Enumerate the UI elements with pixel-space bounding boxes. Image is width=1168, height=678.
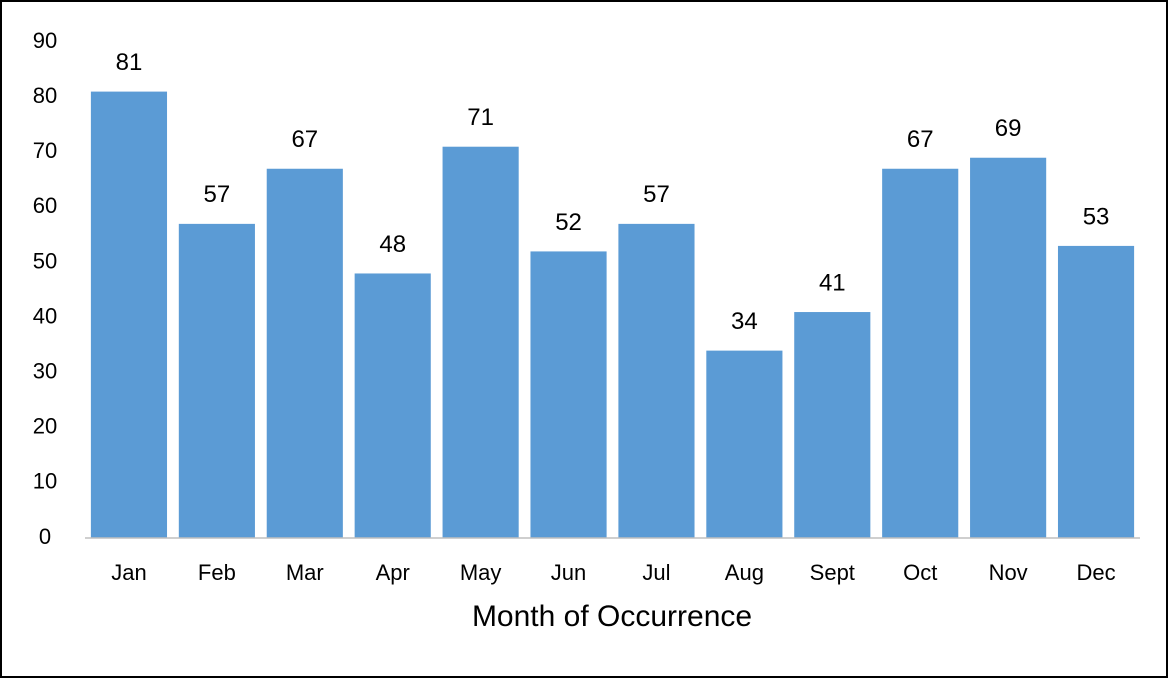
data-label: 81 bbox=[116, 49, 143, 76]
x-tick-label: Jan bbox=[111, 560, 146, 585]
x-tick-label: Jul bbox=[642, 560, 670, 585]
bar bbox=[266, 168, 343, 538]
x-tick-label: Sept bbox=[810, 560, 855, 585]
bar bbox=[618, 223, 695, 538]
bar bbox=[706, 350, 783, 538]
x-tick-label: Dec bbox=[1076, 560, 1115, 585]
bar bbox=[882, 168, 959, 538]
bar bbox=[178, 223, 255, 538]
bar bbox=[794, 312, 871, 538]
x-tick-label: Aug bbox=[725, 560, 764, 585]
y-tick-label: 20 bbox=[33, 414, 57, 439]
y-tick-label: 30 bbox=[33, 358, 57, 383]
y-tick-label: 70 bbox=[33, 138, 57, 163]
y-tick-label: 60 bbox=[33, 193, 57, 218]
x-tick-label: Nov bbox=[989, 560, 1028, 585]
data-label: 48 bbox=[379, 231, 406, 258]
y-tick-label: 50 bbox=[33, 248, 57, 273]
data-label: 34 bbox=[731, 308, 758, 335]
data-label: 57 bbox=[204, 181, 231, 208]
data-label: 41 bbox=[819, 269, 846, 296]
x-axis-title: Month of Occurrence bbox=[472, 600, 752, 633]
y-tick-label: 0 bbox=[39, 524, 51, 549]
bar bbox=[442, 146, 519, 538]
data-label: 71 bbox=[467, 104, 494, 131]
y-tick-label: 90 bbox=[33, 28, 57, 53]
data-label: 69 bbox=[995, 115, 1022, 142]
x-tick-label: Jun bbox=[551, 560, 586, 585]
data-label: 67 bbox=[907, 126, 934, 153]
data-label: 53 bbox=[1083, 203, 1110, 230]
x-tick-label: Feb bbox=[198, 560, 236, 585]
x-tick-label: Apr bbox=[376, 560, 410, 585]
bar bbox=[530, 251, 607, 538]
x-tick-label: Mar bbox=[286, 560, 324, 585]
x-tick-label: May bbox=[460, 560, 502, 585]
bar bbox=[90, 91, 168, 538]
y-tick-label: 40 bbox=[33, 303, 57, 328]
x-tick-label: Oct bbox=[903, 560, 937, 585]
bar bbox=[970, 157, 1047, 538]
data-label: 57 bbox=[643, 181, 670, 208]
data-label: 67 bbox=[291, 126, 318, 153]
y-tick-label: 10 bbox=[33, 469, 57, 494]
bar bbox=[1057, 245, 1135, 538]
data-label: 52 bbox=[555, 209, 582, 236]
y-tick-label: 80 bbox=[33, 83, 57, 108]
bar bbox=[354, 273, 431, 538]
